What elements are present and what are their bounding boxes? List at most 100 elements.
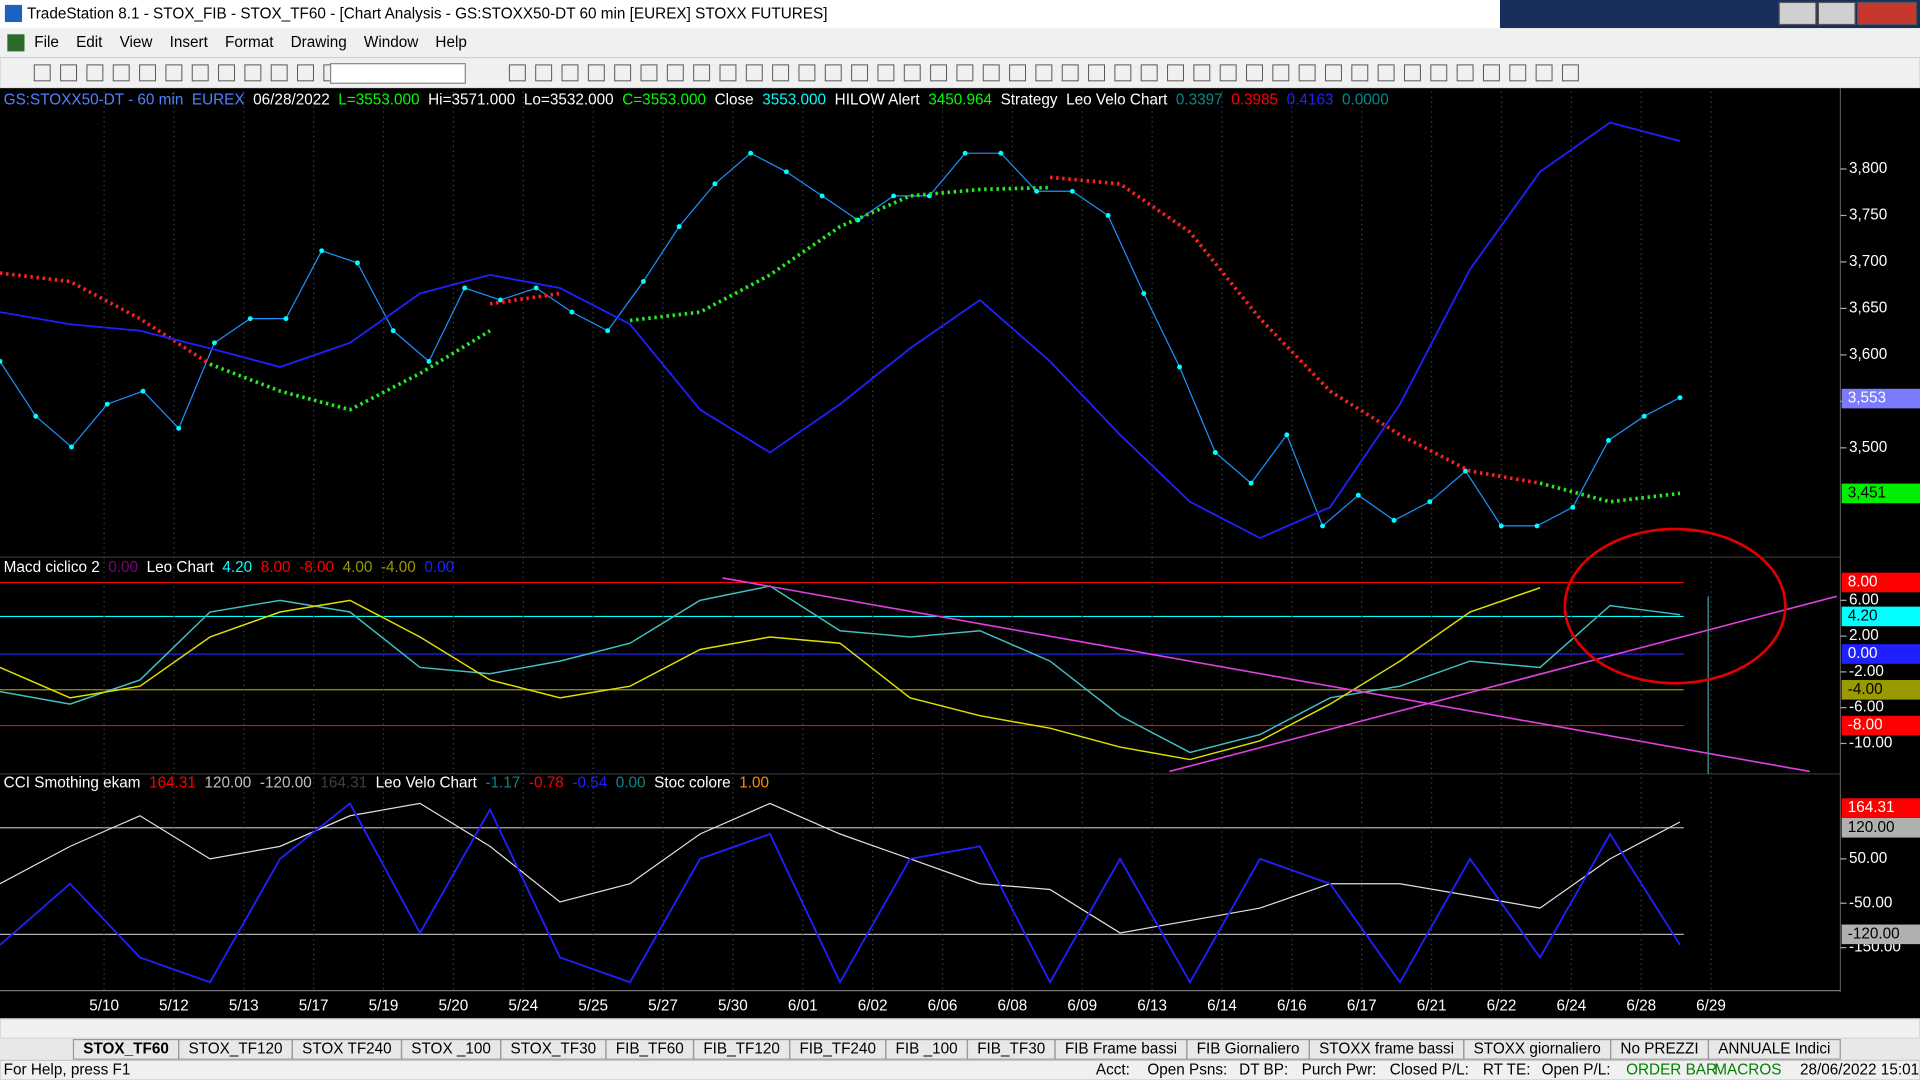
sheet-tab[interactable]: STOX _100 xyxy=(411,1040,491,1057)
menu-item[interactable]: Drawing xyxy=(291,34,347,51)
symbol-dropdown[interactable] xyxy=(330,63,466,84)
tool-button[interactable] xyxy=(1035,64,1053,82)
tool-button[interactable] xyxy=(60,64,78,82)
scrollbar[interactable] xyxy=(0,1018,1920,1039)
trendline[interactable] xyxy=(722,577,1810,773)
tool-button[interactable] xyxy=(139,64,157,82)
tool-button[interactable] xyxy=(1140,64,1158,82)
sheet-tab[interactable]: FIB_TF240 xyxy=(799,1040,876,1057)
tool-button[interactable] xyxy=(33,64,51,82)
legend-item: EUREX xyxy=(192,91,245,108)
tool-button[interactable] xyxy=(1325,64,1342,82)
tool-button[interactable] xyxy=(903,64,921,82)
tool-button[interactable] xyxy=(1561,64,1579,82)
tool-button[interactable] xyxy=(218,64,235,82)
sheet-tab[interactable]: FIB_TF60 xyxy=(616,1040,684,1057)
value-box-label: 3,451 xyxy=(1848,484,1886,501)
tool-button[interactable] xyxy=(1509,64,1527,82)
menu-item[interactable]: Window xyxy=(364,34,419,51)
sheet-tab[interactable]: STOX_TF120 xyxy=(188,1040,282,1057)
sheet-tab[interactable]: STOX_TF60 xyxy=(83,1040,169,1057)
sheet-tab[interactable]: No PREZZI xyxy=(1620,1040,1698,1057)
tool-button[interactable] xyxy=(1535,64,1553,82)
menu-item[interactable]: Edit xyxy=(76,34,103,51)
tool-button[interactable] xyxy=(1272,64,1290,82)
app-icon xyxy=(4,4,23,23)
tool-button[interactable] xyxy=(508,64,526,82)
sheet-tab[interactable]: FIB Giornaliero xyxy=(1197,1040,1300,1057)
tool-button[interactable] xyxy=(1088,64,1105,82)
close-button[interactable] xyxy=(1856,1,1917,26)
status-item: 28/06/2022 15:01 xyxy=(1800,1061,1919,1078)
series-line xyxy=(0,587,1541,761)
tool-button[interactable] xyxy=(772,64,790,82)
sheet-tab[interactable]: STOX_TF30 xyxy=(511,1040,597,1057)
sheet-tab[interactable]: STOXX giornaliero xyxy=(1474,1040,1601,1057)
tool-button[interactable] xyxy=(112,64,130,82)
tool-button[interactable] xyxy=(930,64,948,82)
tool-button[interactable] xyxy=(1246,64,1263,82)
sheet-tab[interactable]: STOXX frame bassi xyxy=(1319,1040,1454,1057)
sheet-tab[interactable]: FIB_TF120 xyxy=(703,1040,780,1057)
legend-item: Lo=3532.000 xyxy=(524,91,614,108)
tool-button[interactable] xyxy=(535,64,553,82)
menu-item[interactable]: File xyxy=(34,34,59,51)
sheet-tab[interactable]: FIB_TF30 xyxy=(977,1040,1045,1057)
tool-button[interactable] xyxy=(614,64,632,82)
menu-item[interactable]: Format xyxy=(225,34,274,51)
tool-button[interactable] xyxy=(165,64,183,82)
trendline[interactable] xyxy=(1169,595,1837,773)
tool-button[interactable] xyxy=(719,64,737,82)
tool-button[interactable] xyxy=(1404,64,1421,82)
tool-button[interactable] xyxy=(798,64,816,82)
tab-frame[interactable] xyxy=(1707,1038,1841,1060)
menu-icon xyxy=(7,34,25,52)
menu-item[interactable]: Help xyxy=(435,34,466,51)
price-dot xyxy=(1677,395,1683,401)
sheet-tab[interactable]: ANNUALE Indici xyxy=(1718,1040,1830,1057)
tool-button[interactable] xyxy=(1167,64,1184,82)
time-label: 5/10 xyxy=(89,998,119,1015)
tool-button[interactable] xyxy=(587,64,605,82)
maximize-button[interactable] xyxy=(1817,1,1856,26)
value-box xyxy=(1841,715,1920,736)
tool-button[interactable] xyxy=(956,64,974,82)
tool-button[interactable] xyxy=(745,64,763,82)
tool-button[interactable] xyxy=(1114,64,1132,82)
tool-button[interactable] xyxy=(666,64,684,82)
tool-button[interactable] xyxy=(640,64,658,82)
tool-button[interactable] xyxy=(244,64,262,82)
sheet-tab[interactable]: FIB Frame bassi xyxy=(1065,1040,1177,1057)
tool-button[interactable] xyxy=(191,64,209,82)
tool-button[interactable] xyxy=(270,64,288,82)
tool-button[interactable] xyxy=(1377,64,1395,82)
minimize-button[interactable] xyxy=(1778,1,1817,26)
tool-button[interactable] xyxy=(1061,64,1079,82)
tool-button[interactable] xyxy=(86,64,104,82)
y-tick-label: 3,600 xyxy=(1849,346,1887,363)
tool-button[interactable] xyxy=(851,64,869,82)
time-label: 6/17 xyxy=(1347,998,1377,1015)
tool-button[interactable] xyxy=(824,64,842,82)
tool-button[interactable] xyxy=(1456,64,1474,82)
tool-button[interactable] xyxy=(1219,64,1237,82)
tool-button[interactable] xyxy=(1482,64,1500,82)
menu-item[interactable]: View xyxy=(120,34,154,51)
highlight-ellipse[interactable] xyxy=(1563,527,1787,685)
tool-button[interactable] xyxy=(561,64,579,82)
tool-button[interactable] xyxy=(877,64,895,82)
sheet-tab[interactable]: FIB _100 xyxy=(896,1040,958,1057)
tool-button[interactable] xyxy=(1430,64,1448,82)
sheet-tab[interactable]: STOX TF240 xyxy=(302,1040,392,1057)
tool-button[interactable] xyxy=(1351,64,1369,82)
legend-item: Leo Velo Chart xyxy=(1066,91,1168,108)
tool-button[interactable] xyxy=(693,64,711,82)
legend-item: 120.00 xyxy=(204,775,251,792)
tool-button[interactable] xyxy=(297,64,314,82)
tool-button[interactable] xyxy=(1193,64,1211,82)
legend-item: 0.00 xyxy=(616,775,646,792)
menu-item[interactable]: Insert xyxy=(170,34,209,51)
tool-button[interactable] xyxy=(1298,64,1316,82)
tool-button[interactable] xyxy=(982,64,1000,82)
tool-button[interactable] xyxy=(1009,64,1026,82)
